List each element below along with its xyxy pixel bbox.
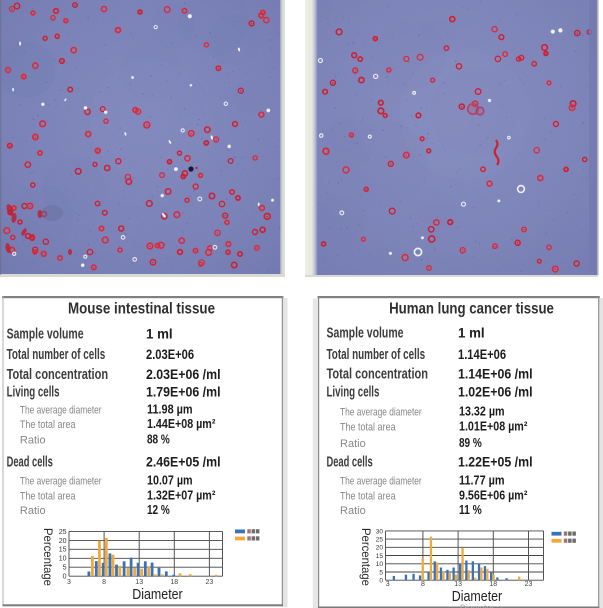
svg-text:The average diameter: The average diameter	[340, 407, 422, 419]
svg-text:1.14E+06: 1.14E+06	[458, 346, 506, 362]
svg-text:15: 15	[376, 553, 384, 560]
svg-text:13: 13	[135, 579, 143, 586]
svg-text:Diameter: Diameter	[452, 588, 502, 605]
svg-text:1.79E+06 /ml: 1.79E+06 /ml	[146, 384, 221, 400]
svg-text:The average diameter: The average diameter	[340, 476, 422, 488]
svg-text:Sample volume: Sample volume	[327, 326, 404, 342]
svg-text:Percentage: Percentage	[41, 528, 55, 586]
svg-text:18: 18	[489, 581, 497, 588]
svg-text:Ratio: Ratio	[340, 438, 366, 450]
svg-text:10.07 µm: 10.07 µm	[147, 474, 193, 488]
svg-text:Mouse intestinal tissue: Mouse intestinal tissue	[68, 301, 215, 318]
svg-text:1.02E+06 /ml: 1.02E+06 /ml	[458, 384, 533, 400]
svg-text:11.98 µm: 11.98 µm	[147, 402, 193, 416]
svg-text:The average diameter: The average diameter	[20, 404, 102, 416]
svg-text:The average diameter: The average diameter	[20, 476, 102, 488]
svg-text:23: 23	[525, 581, 533, 588]
svg-text:8: 8	[421, 581, 425, 588]
svg-text:5: 5	[63, 565, 67, 572]
svg-text:10: 10	[59, 556, 67, 563]
svg-text:18: 18	[170, 579, 178, 586]
svg-text:Total concentration: Total concentration	[327, 367, 429, 383]
svg-text:The total area: The total area	[20, 491, 76, 503]
svg-text:1.01E+08 µm²: 1.01E+08 µm²	[459, 420, 527, 434]
svg-text:2.03E+06: 2.03E+06	[146, 346, 194, 362]
svg-text:5: 5	[379, 569, 383, 576]
svg-text:0: 0	[379, 578, 383, 585]
svg-text:Diameter: Diameter	[460, 604, 495, 608]
svg-text:Dead cells: Dead cells	[7, 454, 53, 470]
svg-text:11.77 µm: 11.77 µm	[459, 474, 505, 488]
svg-text:Ratio: Ratio	[20, 505, 46, 517]
svg-text:2.03E+06 /ml: 2.03E+06 /ml	[146, 366, 221, 382]
svg-text:Total number of cells: Total number of cells	[7, 347, 106, 363]
svg-text:12 %: 12 %	[147, 503, 170, 517]
svg-text:Total concentration: Total concentration	[7, 367, 109, 383]
svg-text:3: 3	[386, 581, 390, 588]
svg-text:Dead cells: Dead cells	[327, 454, 373, 470]
svg-text:The total area: The total area	[20, 419, 76, 431]
svg-text:25: 25	[376, 536, 384, 543]
svg-text:The total area: The total area	[340, 422, 396, 434]
svg-text:1.44E+08 µm²: 1.44E+08 µm²	[147, 417, 215, 431]
svg-text:Diameter: Diameter	[132, 586, 182, 603]
svg-text:1 ml: 1 ml	[458, 325, 485, 341]
svg-text:2.46E+05 /ml: 2.46E+05 /ml	[146, 453, 221, 469]
svg-text:0: 0	[63, 574, 67, 581]
svg-text:9.56E+06 µm²: 9.56E+06 µm²	[459, 488, 527, 502]
svg-text:10: 10	[376, 561, 384, 568]
svg-text:1.32E+07 µm²: 1.32E+07 µm²	[147, 489, 215, 503]
svg-text:11 %: 11 %	[459, 503, 482, 517]
svg-text:15: 15	[59, 547, 67, 554]
svg-text:1.22E+05 /ml: 1.22E+05 /ml	[458, 453, 533, 469]
svg-text:20: 20	[59, 538, 67, 545]
svg-text:1.14E+06 /ml: 1.14E+06 /ml	[458, 366, 533, 382]
svg-text:The total area: The total area	[340, 490, 396, 502]
svg-text:23: 23	[206, 579, 214, 586]
svg-text:Living cells: Living cells	[7, 385, 60, 401]
svg-text:30: 30	[376, 528, 384, 535]
svg-text:Human lung cancer tissue: Human lung cancer tissue	[389, 301, 554, 318]
svg-text:88 %: 88 %	[147, 433, 170, 447]
svg-text:Total number of cells: Total number of cells	[327, 347, 426, 363]
svg-text:8: 8	[102, 579, 106, 586]
svg-text:13.32 µm: 13.32 µm	[459, 405, 505, 419]
svg-text:13: 13	[454, 581, 462, 588]
svg-text:20: 20	[376, 545, 384, 552]
svg-text:Living cells: Living cells	[327, 385, 380, 401]
svg-text:25: 25	[59, 529, 67, 536]
svg-text:1 ml: 1 ml	[146, 325, 173, 341]
svg-text:Ratio: Ratio	[340, 505, 366, 517]
svg-text:3: 3	[67, 579, 71, 586]
svg-text:Ratio: Ratio	[20, 435, 46, 447]
svg-text:89 %: 89 %	[459, 436, 482, 450]
svg-text:Sample volume: Sample volume	[7, 326, 84, 342]
svg-text:Percentage: Percentage	[359, 528, 373, 586]
